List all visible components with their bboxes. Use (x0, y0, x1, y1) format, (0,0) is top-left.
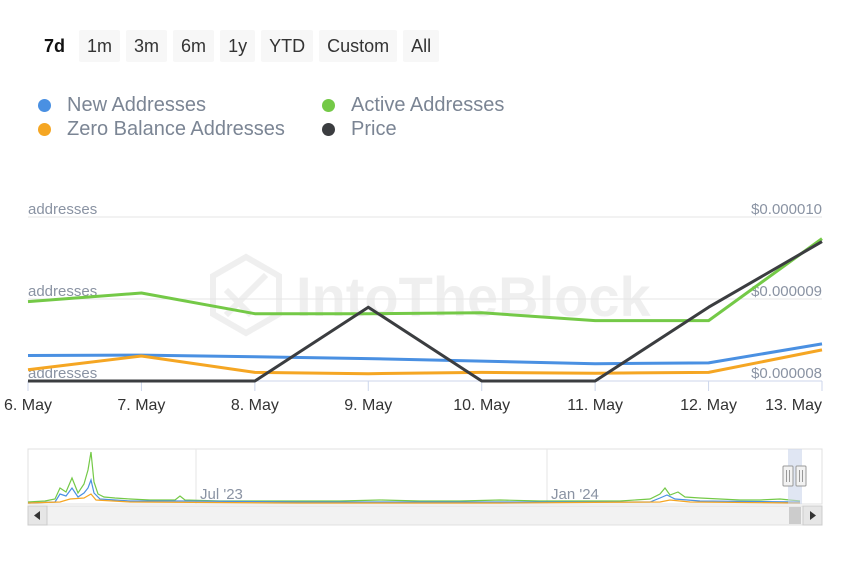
legend-dot-active-addresses (322, 99, 335, 112)
range-1m-button[interactable]: 1m (79, 30, 121, 62)
x-tick-label: 12. May (680, 397, 737, 414)
range-all-button[interactable]: All (403, 30, 440, 62)
legend-dot-zero-balance (38, 123, 51, 136)
series-line-new-addresses[interactable] (27, 342, 823, 366)
x-tick-label: 9. May (344, 397, 392, 414)
navigator-label-jan-24: Jan '24 (551, 486, 599, 503)
left-axis-label: addresses (28, 201, 97, 218)
range-7d-button[interactable]: 7d (36, 30, 74, 62)
navigator-label-jul-23: Jul '23 (200, 486, 243, 503)
arrow-right-icon (810, 511, 816, 520)
navigator-handle-left[interactable] (782, 465, 794, 487)
x-tick-label: 7. May (117, 397, 165, 414)
left-axis-label: addresses (28, 365, 97, 382)
legend-label: Active Addresses (351, 94, 505, 116)
navigator-series-zero-balance (27, 493, 801, 504)
legend-dot-price (322, 123, 335, 136)
right-axis: $0.000010 $0.000009 $0.000008 (751, 201, 822, 382)
series-lines (27, 237, 823, 383)
range-ytd-button[interactable]: YTD (261, 30, 314, 62)
x-tick-label: 8. May (231, 397, 279, 414)
x-axis-ticks: 6. May 7. May 8. May 9. May 10. May 11. May 12… (4, 381, 823, 414)
range-1y-button[interactable]: 1y (220, 30, 256, 62)
scrollbar[interactable] (27, 505, 823, 526)
legend-item-zero-balance-addresses[interactable]: Zero Balance Addresses (38, 118, 285, 141)
watermark: IntoTheBlock (210, 253, 652, 337)
legend-dot-new-addresses (38, 99, 51, 112)
navigator-handle-right[interactable] (795, 465, 807, 487)
right-axis-label: $0.000009 (751, 283, 822, 300)
series-line-zero-balance-addresses[interactable] (27, 348, 823, 376)
legend-item-price[interactable]: Price (322, 118, 397, 141)
range-selector: 7d 1m 3m 6m 1y YTD Custom All (36, 30, 440, 62)
navigator: Jul '23 Jan '24 (27, 448, 823, 505)
legend-label: Zero Balance Addresses (67, 118, 285, 140)
range-6m-button[interactable]: 6m (173, 30, 215, 62)
x-tick-label: 11. May (567, 397, 623, 414)
scroll-right-button[interactable] (802, 505, 823, 526)
right-axis-label: $0.000008 (751, 365, 822, 382)
range-3m-button[interactable]: 3m (126, 30, 168, 62)
legend-label: Price (351, 118, 397, 140)
navigator-series-active (27, 451, 801, 503)
legend-item-new-addresses[interactable]: New Addresses (38, 94, 206, 117)
scrollbar-track[interactable] (27, 505, 823, 526)
range-custom-button[interactable]: Custom (319, 30, 398, 62)
left-axis: addresses addresses addresses (28, 201, 97, 382)
navigator-selected-range[interactable] (788, 449, 802, 504)
scrollbar-thumb[interactable] (789, 507, 801, 524)
x-tick-label: 13. May (765, 397, 822, 414)
right-axis-label: $0.000010 (751, 201, 822, 218)
x-tick-label: 6. May (4, 397, 52, 414)
arrow-left-icon (34, 511, 40, 520)
legend-label: New Addresses (67, 94, 206, 116)
scroll-left-button[interactable] (27, 505, 48, 526)
navigator-frame (27, 448, 823, 505)
x-tick-label: 10. May (453, 397, 510, 414)
legend-item-active-addresses[interactable]: Active Addresses (322, 94, 504, 117)
left-axis-label: addresses (28, 283, 97, 300)
series-line-price[interactable] (28, 240, 823, 383)
watermark-logo-icon (210, 253, 282, 337)
navigator-series-new (27, 477, 801, 504)
watermark-text: IntoTheBlock (296, 265, 652, 328)
